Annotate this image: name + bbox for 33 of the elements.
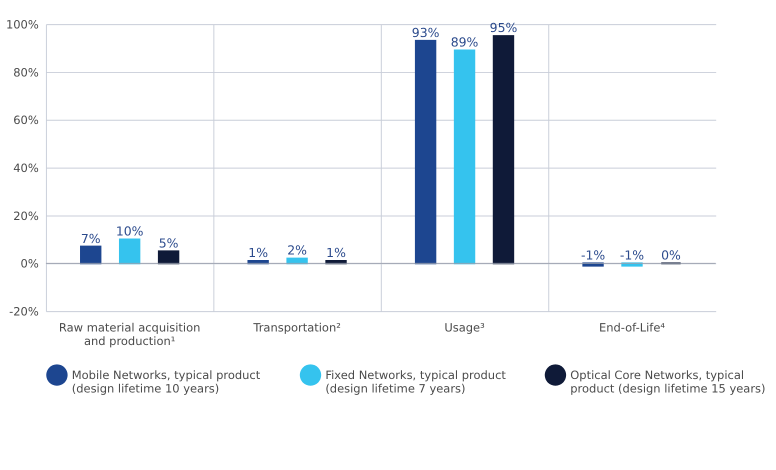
legend-label: Optical Core Networks, typical product (design lifetime 15 years) xyxy=(570,368,766,396)
bar xyxy=(158,250,180,264)
y-tick-label: -20% xyxy=(9,304,39,318)
data-label: -1% xyxy=(580,247,606,262)
data-label: 89% xyxy=(450,34,479,50)
y-tick-label: 0% xyxy=(20,256,39,271)
x-tick-label: Transportation² xyxy=(252,320,341,335)
y-tick-label: 100% xyxy=(6,17,39,32)
bar xyxy=(118,238,140,264)
data-label: 10% xyxy=(116,224,144,239)
data-label: 1% xyxy=(326,245,346,260)
x-tick-label: End-of-Life⁴ xyxy=(599,320,666,335)
x-tick-label: Usage³ xyxy=(444,320,486,335)
y-tick-label: 40% xyxy=(13,160,39,175)
bar xyxy=(286,258,308,264)
legend-label: Fixed Networks, typical product (design lifetime 7 years) xyxy=(325,368,506,396)
bar xyxy=(414,40,436,264)
data-label: 0% xyxy=(661,247,681,262)
data-label: 5% xyxy=(158,236,179,251)
y-tick-label: 20% xyxy=(13,208,39,223)
bar xyxy=(454,49,476,264)
data-label: -1% xyxy=(620,247,644,262)
data-label: 93% xyxy=(412,25,440,40)
y-tick-label: 60% xyxy=(13,113,39,128)
legend-label: Mobile Networks, typical product (design lifetime 10 years) xyxy=(72,368,261,396)
bar xyxy=(80,246,102,264)
x-tick-label: Raw material acquisition and production¹ xyxy=(58,320,200,348)
y-tick-label: 80% xyxy=(13,65,39,80)
data-label: 1% xyxy=(248,245,268,260)
data-label: 95% xyxy=(490,20,518,36)
bar xyxy=(492,35,514,264)
data-label: 2% xyxy=(287,242,308,258)
data-label: 7% xyxy=(80,230,101,246)
